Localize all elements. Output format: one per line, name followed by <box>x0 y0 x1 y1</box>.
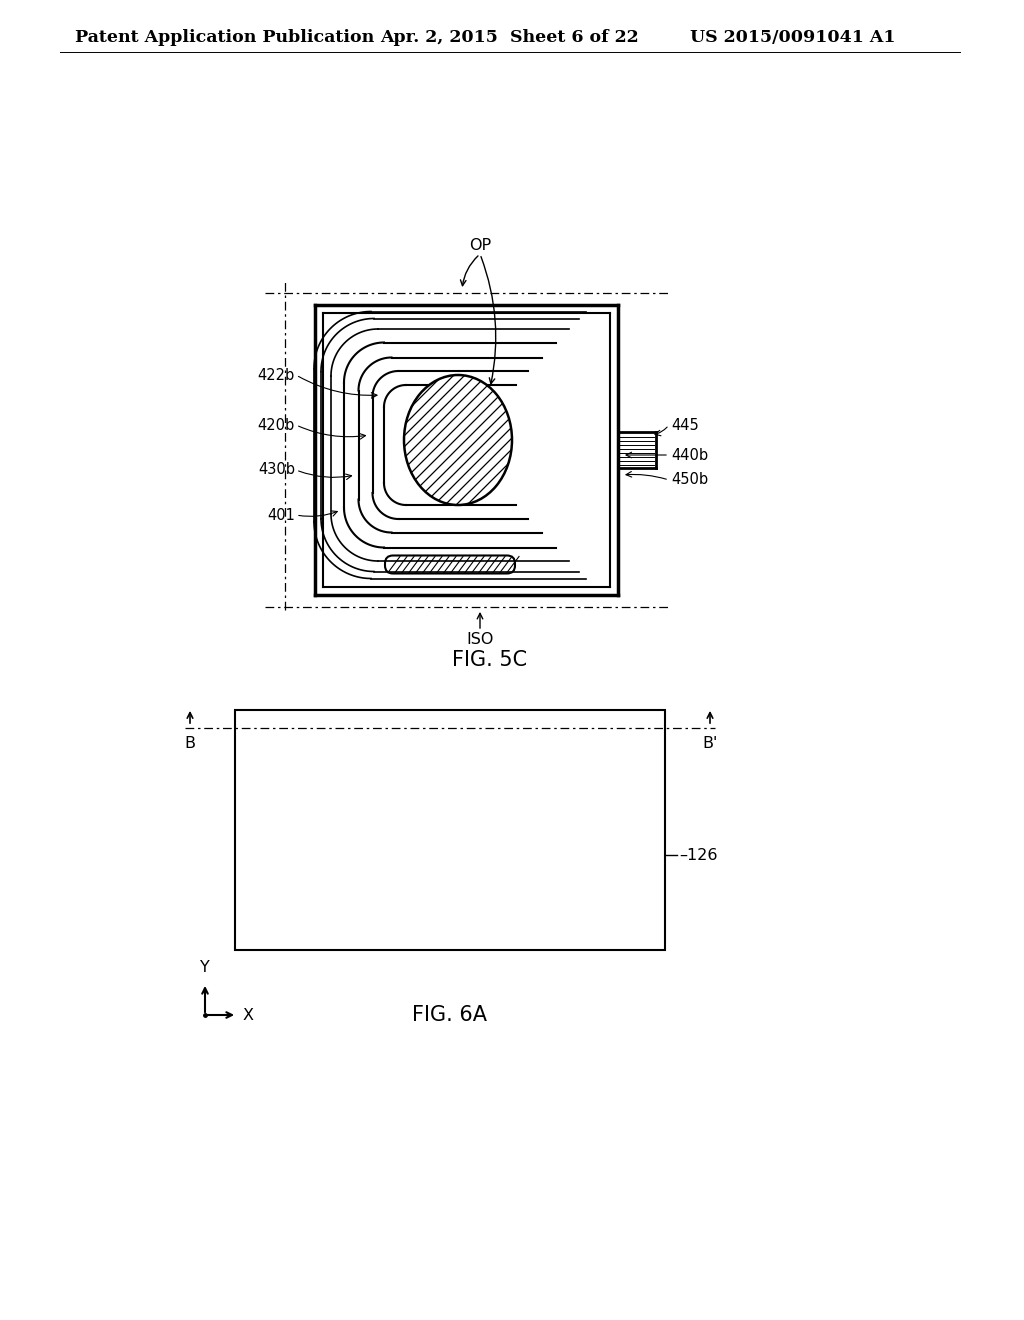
Text: Sheet 6 of 22: Sheet 6 of 22 <box>510 29 639 45</box>
Ellipse shape <box>404 375 512 506</box>
Text: Y: Y <box>200 960 210 975</box>
Bar <box>234 710 665 950</box>
Text: US 2015/0091041 A1: US 2015/0091041 A1 <box>690 29 896 45</box>
FancyBboxPatch shape <box>385 556 515 573</box>
Text: X: X <box>243 1007 254 1023</box>
Text: 422b: 422b <box>258 367 295 383</box>
Text: 430b: 430b <box>258 462 295 478</box>
Text: 420b: 420b <box>258 417 295 433</box>
Text: 401: 401 <box>267 507 295 523</box>
Text: ISO: ISO <box>466 632 494 647</box>
Text: –126: –126 <box>679 847 718 862</box>
Text: OP: OP <box>469 238 492 253</box>
Text: B': B' <box>702 737 718 751</box>
Text: FIG. 6A: FIG. 6A <box>413 1005 487 1026</box>
Text: 450b: 450b <box>671 473 709 487</box>
Text: 440b: 440b <box>671 447 709 462</box>
Text: Patent Application Publication: Patent Application Publication <box>75 29 374 45</box>
Text: Apr. 2, 2015: Apr. 2, 2015 <box>380 29 498 45</box>
Text: 445: 445 <box>671 417 698 433</box>
Text: FIG. 5C: FIG. 5C <box>453 649 527 671</box>
Text: B: B <box>184 737 196 751</box>
